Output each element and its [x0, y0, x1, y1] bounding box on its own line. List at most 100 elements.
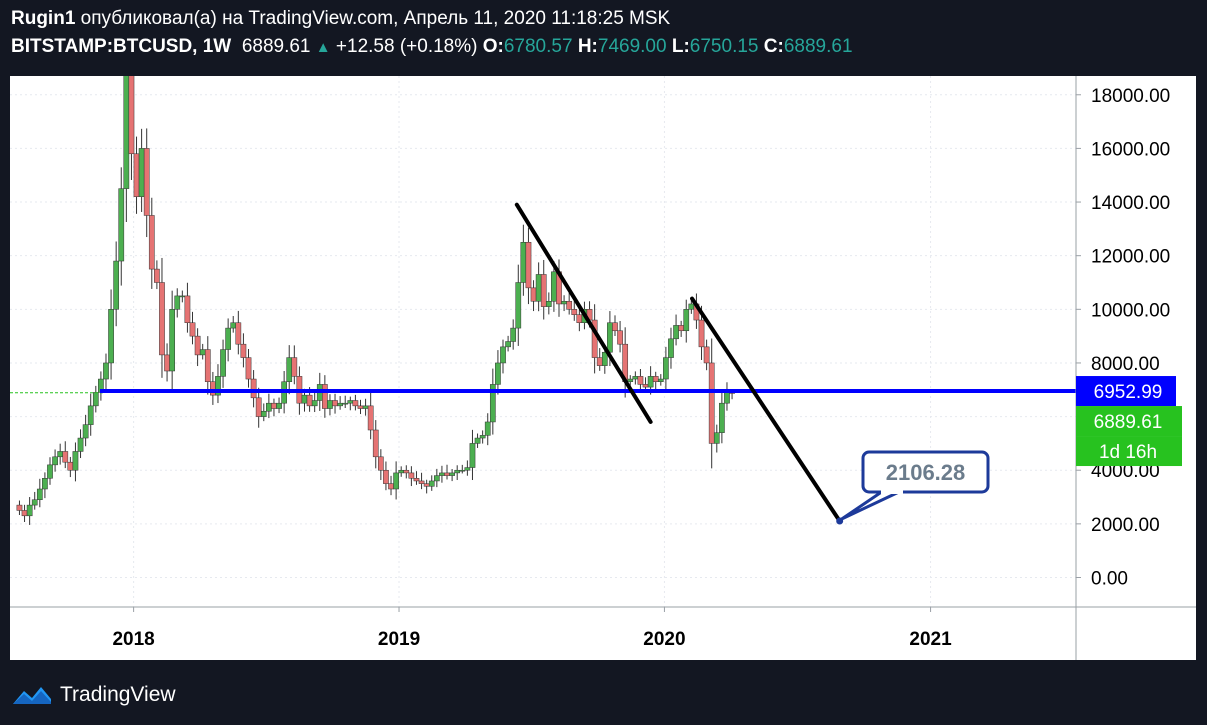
brand-name[interactable]: TradingView	[60, 683, 176, 706]
candle-body	[169, 309, 176, 372]
candle-body	[642, 384, 649, 388]
candle-body	[118, 188, 125, 262]
candle-body	[210, 381, 216, 396]
symbol-info: BITSTAMP:BTCUSD, 1W 6889.61 ▲ +12.58 (+0…	[11, 34, 853, 60]
chart-area[interactable]: 2106.28 18000.00 16000.00 14000.00 12000.00…	[10, 76, 1196, 660]
candle-body	[82, 424, 89, 439]
candle-body	[576, 314, 583, 323]
y-tick-label: 2000.00	[1091, 515, 1160, 536]
candle-body	[184, 295, 191, 323]
candle-body	[566, 301, 573, 310]
y-tick-label: 16000.00	[1091, 139, 1170, 160]
candle-body	[276, 402, 282, 409]
candle-body	[627, 378, 634, 382]
price-axis-bg	[1076, 76, 1196, 660]
candle-body	[495, 362, 501, 385]
candle-body	[199, 349, 206, 356]
candle-body	[500, 346, 506, 364]
candle-body	[21, 510, 28, 517]
candle-body	[551, 271, 557, 302]
candle-body	[683, 309, 690, 332]
candle-body	[92, 392, 99, 407]
candle-body	[428, 480, 435, 487]
candle-body	[266, 402, 272, 412]
candle-body	[479, 435, 486, 439]
chart-header: Rugin1 опубликовал(а) на TradingView.com…	[11, 6, 853, 60]
candle-body	[469, 443, 476, 468]
candle-body	[286, 357, 293, 382]
candle-body	[530, 287, 537, 302]
candle-body	[271, 402, 277, 409]
candle-body	[520, 242, 527, 283]
candle-body	[36, 488, 43, 500]
candle-body	[510, 327, 517, 342]
candle-body	[77, 437, 84, 452]
grid	[10, 76, 1076, 607]
candle-body	[225, 327, 231, 350]
candle-body	[545, 301, 552, 307]
candle-body	[250, 378, 257, 399]
candle-body	[47, 464, 53, 479]
candle-body	[204, 349, 211, 382]
candle-body	[337, 402, 343, 407]
price-change: +12.58 (+0.18%)	[335, 36, 478, 57]
candle-body	[179, 295, 186, 298]
candle-body	[362, 405, 369, 409]
candle-body	[235, 322, 242, 345]
close-value: 6889.61	[783, 36, 853, 57]
candle-body	[220, 349, 226, 377]
candle-body	[230, 322, 237, 329]
high-label: H:	[577, 36, 598, 57]
candle-body	[352, 400, 359, 407]
candle-body	[103, 362, 109, 380]
candle-body	[454, 469, 461, 474]
candle-body	[403, 469, 410, 474]
candle-body	[255, 397, 262, 417]
candle-body	[474, 437, 481, 444]
last-price-badge	[1076, 406, 1182, 437]
candle-body	[311, 400, 318, 407]
x-tick-label: 2020	[643, 629, 685, 650]
price-chart[interactable]: 2106.28 18000.00 16000.00 14000.00 12000.00…	[10, 76, 1196, 660]
candle-body	[525, 242, 532, 289]
candle-body	[657, 378, 664, 382]
candle-body	[515, 282, 522, 329]
candle-body	[612, 322, 618, 332]
candle-body	[449, 472, 455, 476]
y-tick-label: 12000.00	[1091, 247, 1170, 268]
level-price-badge-label: 6952.99	[1094, 382, 1163, 403]
candle-body	[459, 469, 466, 472]
low-label: L:	[671, 36, 690, 57]
last-price: 6889.61	[241, 36, 311, 57]
candle-body	[143, 148, 150, 216]
author-name[interactable]: Rugin1	[11, 8, 76, 29]
x-tick-label: 2021	[909, 629, 952, 650]
candle-body	[133, 153, 140, 197]
tradingview-cloud-logo-icon[interactable]	[10, 682, 54, 708]
candle-body	[408, 472, 415, 479]
overlays: 2106.28	[10, 202, 1076, 525]
candle-body	[673, 325, 679, 340]
candle-body	[413, 478, 420, 482]
candle-body	[332, 400, 338, 407]
candle-body	[698, 319, 705, 348]
candle-body	[647, 376, 654, 388]
symbol-label[interactable]: BITSTAMP:BTCUSD, 1W	[11, 36, 232, 57]
candle-body	[637, 376, 644, 385]
candle-body	[174, 295, 181, 310]
candle-body	[464, 467, 471, 471]
candle-body	[418, 480, 425, 484]
up-arrow-icon: ▲	[315, 39, 331, 56]
axes	[10, 76, 1196, 660]
y-tick-label: 14000.00	[1091, 193, 1170, 214]
candle-body	[505, 341, 511, 348]
y-tick-label: 8000.00	[1091, 354, 1160, 375]
y-tick-label: 18000.00	[1091, 86, 1170, 107]
candle-body	[393, 472, 399, 490]
footer: TradingView	[10, 680, 176, 710]
low-value: 6750.15	[689, 36, 759, 57]
candle-body	[561, 301, 567, 305]
callout-gap	[881, 489, 903, 494]
open-label: O:	[482, 36, 504, 57]
open-value: 6780.57	[503, 36, 573, 57]
